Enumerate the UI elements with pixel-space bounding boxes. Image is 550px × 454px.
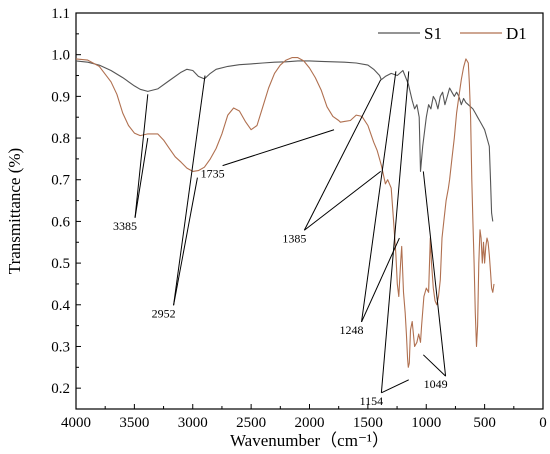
annotation-leader-line: [134, 94, 149, 218]
y-tick-label: 0.9: [51, 89, 70, 105]
y-axis-label: Transmittance (%): [5, 148, 24, 274]
annotation-leader-line: [422, 354, 446, 377]
x-tick-label: 500: [473, 415, 496, 431]
y-tick-label: 0.2: [51, 381, 70, 397]
y-tick-label: 0.7: [51, 173, 70, 189]
annotation-label-3385: 3385: [113, 219, 137, 233]
x-tick-label: 3500: [119, 415, 149, 431]
annotation-group: 3385 2952 1735 1385 1248 1154 1049: [113, 71, 448, 408]
y-tick-label: 1.0: [51, 48, 70, 64]
annotation-leader-line: [303, 79, 382, 231]
x-tick-label: 3000: [178, 415, 208, 431]
annotation-leader-line: [304, 171, 382, 231]
x-tick-label: 1500: [353, 415, 383, 431]
series-line-s1: [75, 60, 494, 222]
y-tick-label: 1.1: [51, 6, 70, 22]
x-tick-label: 0: [539, 415, 547, 431]
annotation-label-2952: 2952: [152, 306, 176, 320]
annotation-label-1248: 1248: [340, 323, 364, 337]
annotation-leader-line: [173, 75, 206, 306]
y-tick-label: 0.3: [51, 339, 70, 355]
legend-label-s1: S1: [424, 24, 442, 43]
annotation-leader-line: [361, 71, 397, 323]
x-tick-label: 2000: [295, 415, 325, 431]
x-tick-label: 2500: [236, 415, 266, 431]
annotation-leader-line: [381, 379, 409, 394]
y-tick-label: 0.8: [51, 131, 70, 147]
series-group: [75, 57, 495, 368]
annotation-label-1049: 1049: [424, 377, 448, 391]
annotation-leader-line: [222, 129, 335, 167]
legend-group: S1 D1: [378, 24, 527, 43]
annotation-leader-line: [422, 171, 447, 377]
annotation-leader-line: [134, 137, 149, 218]
x-tick-label: 1000: [411, 415, 441, 431]
annotation-label-1735: 1735: [201, 167, 225, 181]
x-tick-label: 4000: [61, 415, 91, 431]
y-tick-label: 0.5: [51, 256, 70, 272]
x-axis-label: Wavenumber（cm⁻¹）: [230, 431, 389, 450]
legend-label-d1: D1: [506, 24, 527, 43]
y-tick-label: 0.4: [51, 298, 70, 314]
annotation-leader-line: [380, 71, 410, 393]
annotation-label-1154: 1154: [360, 394, 384, 408]
tick-group: 4000 3500 3000 2500 2000 1500 1000 500 0 0.2 0.3 0.…: [51, 6, 547, 431]
y-tick-label: 0.6: [51, 214, 70, 230]
annotation-leader-line: [173, 177, 198, 306]
series-line-d1: [75, 57, 495, 368]
annotation-label-1385: 1385: [282, 231, 306, 245]
